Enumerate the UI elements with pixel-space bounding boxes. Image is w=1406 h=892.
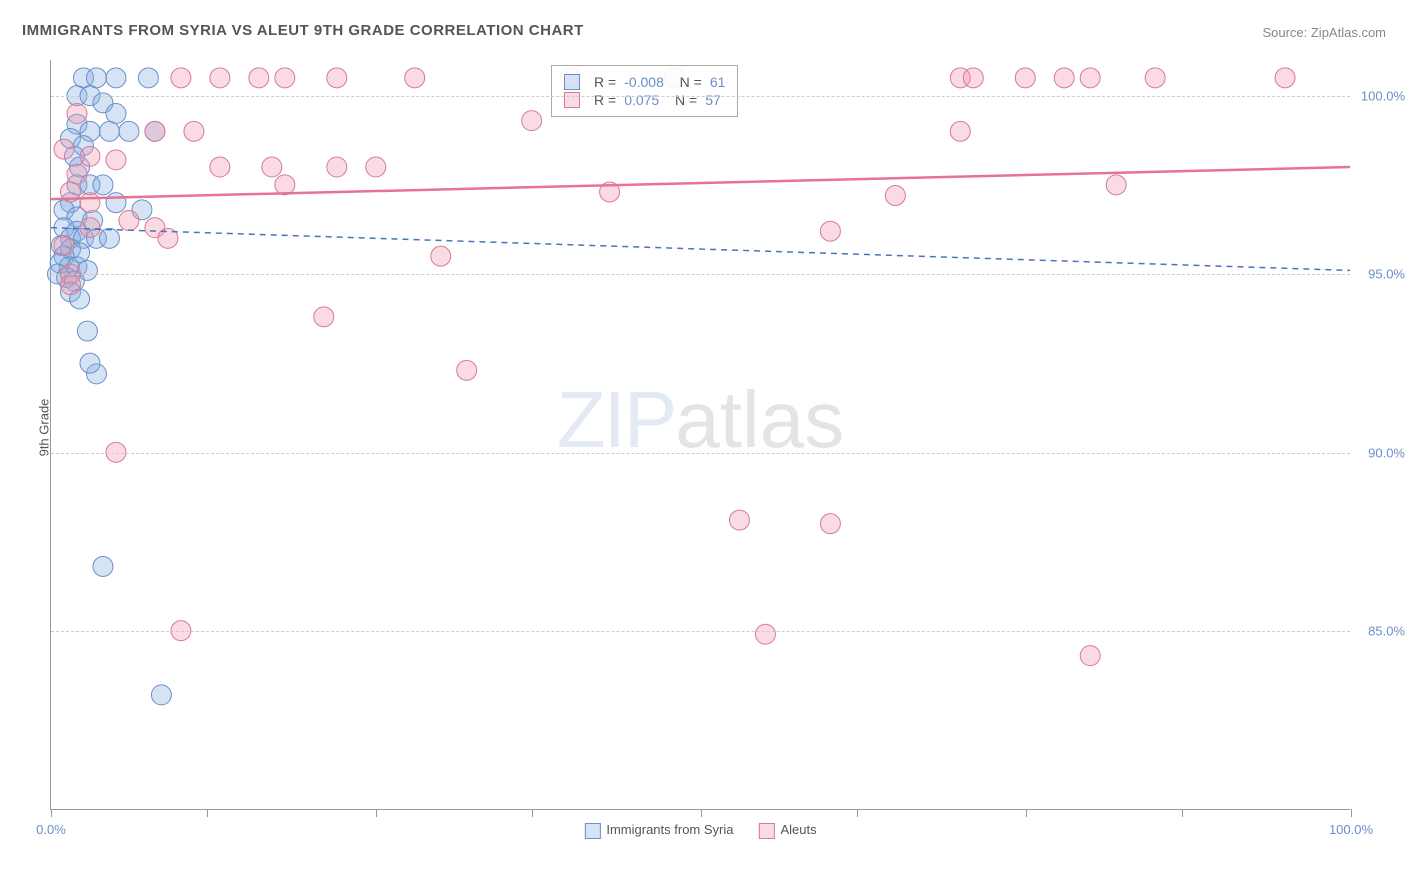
data-point — [106, 68, 126, 88]
chart-title: IMMIGRANTS FROM SYRIA VS ALEUT 9TH GRADE… — [22, 22, 584, 39]
data-point — [1145, 68, 1165, 88]
data-point — [963, 68, 983, 88]
data-point — [366, 157, 386, 177]
bottom-legend-item-1: Aleuts — [759, 822, 817, 839]
data-point — [138, 68, 158, 88]
legend-n-value-0: 61 — [710, 74, 726, 90]
y-tick-label: 85.0% — [1368, 624, 1405, 639]
data-point — [522, 111, 542, 131]
data-point — [77, 321, 97, 341]
bottom-legend-item-0: Immigrants from Syria — [584, 822, 733, 839]
legend-n-value-1: 57 — [705, 92, 721, 108]
data-point — [210, 157, 230, 177]
data-point — [93, 175, 113, 195]
legend-n-label: N = — [672, 74, 702, 90]
data-point — [950, 121, 970, 141]
data-point — [80, 146, 100, 166]
data-point — [262, 157, 282, 177]
y-tick-label: 100.0% — [1361, 88, 1405, 103]
legend-swatch-1 — [564, 92, 580, 108]
data-point — [86, 68, 106, 88]
data-point — [54, 139, 74, 159]
data-point — [99, 228, 119, 248]
data-point — [1080, 68, 1100, 88]
plot-svg — [51, 60, 1350, 809]
data-point — [405, 68, 425, 88]
y-tick-label: 95.0% — [1368, 267, 1405, 282]
bottom-legend-swatch-0 — [584, 823, 600, 839]
data-point — [820, 514, 840, 534]
data-point — [1275, 68, 1295, 88]
data-point — [1080, 646, 1100, 666]
data-point — [885, 186, 905, 206]
bottom-legend-label-1: Aleuts — [781, 822, 817, 837]
data-point — [93, 556, 113, 576]
legend-r-value-1: 0.075 — [624, 92, 659, 108]
data-point — [80, 193, 100, 213]
data-point — [1106, 175, 1126, 195]
data-point — [1015, 68, 1035, 88]
data-point — [327, 68, 347, 88]
data-point — [210, 68, 230, 88]
data-point — [314, 307, 334, 327]
data-point — [60, 275, 80, 295]
legend-row-series-0: R = -0.008 N = 61 — [564, 74, 725, 90]
data-point — [457, 360, 477, 380]
data-point — [80, 218, 100, 238]
legend-row-series-1: R = 0.075 N = 57 — [564, 92, 725, 108]
data-point — [1054, 68, 1074, 88]
data-point — [755, 624, 775, 644]
data-point — [275, 68, 295, 88]
data-point — [275, 175, 295, 195]
data-point — [54, 235, 74, 255]
data-point — [327, 157, 347, 177]
y-tick-label: 90.0% — [1368, 445, 1405, 460]
trend-line — [51, 228, 1350, 271]
trend-line — [51, 167, 1350, 199]
data-point — [184, 121, 204, 141]
data-point — [67, 164, 87, 184]
data-point — [99, 121, 119, 141]
x-tick-label: 0.0% — [36, 822, 66, 837]
data-point — [106, 193, 126, 213]
legend-r-value-0: -0.008 — [624, 74, 664, 90]
legend-n-label: N = — [667, 92, 697, 108]
bottom-legend-swatch-1 — [759, 823, 775, 839]
legend-r-label: R = — [594, 74, 616, 90]
data-point — [151, 685, 171, 705]
source-label: Source: ZipAtlas.com — [1262, 25, 1386, 40]
data-point — [119, 211, 139, 231]
data-point — [729, 510, 749, 530]
data-point — [67, 104, 87, 124]
data-point — [106, 150, 126, 170]
data-point — [119, 121, 139, 141]
data-point — [431, 246, 451, 266]
data-point — [80, 353, 100, 373]
bottom-legend-label-0: Immigrants from Syria — [606, 822, 733, 837]
data-point — [820, 221, 840, 241]
data-point — [145, 121, 165, 141]
correlation-legend: R = -0.008 N = 61 R = 0.075 N = 57 — [551, 65, 738, 117]
data-point — [249, 68, 269, 88]
bottom-legend: Immigrants from Syria Aleuts — [584, 822, 816, 839]
data-point — [106, 104, 126, 124]
legend-swatch-0 — [564, 74, 580, 90]
plot-area: ZIPatlas R = -0.008 N = 61 R = 0.075 N =… — [50, 60, 1350, 810]
data-point — [171, 68, 191, 88]
legend-r-label: R = — [594, 92, 616, 108]
x-tick-label: 100.0% — [1329, 822, 1373, 837]
